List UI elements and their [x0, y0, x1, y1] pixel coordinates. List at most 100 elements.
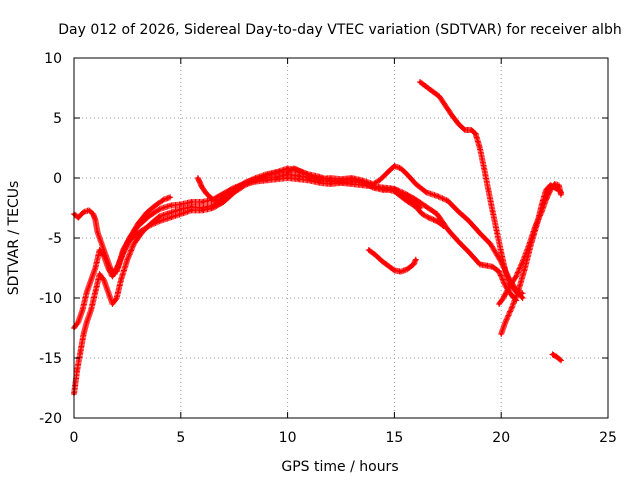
data-point: [503, 270, 507, 274]
data-point: [296, 174, 300, 178]
data-point: [489, 242, 493, 246]
data-point: [222, 195, 226, 199]
series-pass-6: [417, 79, 526, 297]
data-series: [71, 79, 564, 397]
data-point: [377, 178, 381, 182]
data-point: [456, 122, 460, 126]
data-point: [102, 254, 106, 258]
data-point: [521, 291, 525, 295]
data-point: [431, 90, 435, 94]
x-tick-label: 10: [279, 430, 297, 446]
data-point: [550, 352, 554, 356]
data-point: [147, 224, 151, 228]
y-tick-label: -20: [39, 411, 62, 427]
data-point: [456, 240, 460, 244]
data-point: [382, 187, 386, 191]
data-point: [217, 200, 221, 204]
data-point: [555, 355, 559, 359]
data-point: [147, 214, 151, 218]
data-point: [442, 224, 446, 228]
data-point: [145, 211, 149, 215]
data-point: [136, 231, 140, 235]
data-point: [424, 190, 428, 194]
data-point: [446, 199, 450, 203]
data-point: [98, 248, 102, 252]
data-point: [136, 222, 140, 226]
data-point: [275, 170, 279, 174]
data-point: [168, 195, 172, 199]
data-point: [499, 250, 503, 254]
data-point: [486, 188, 490, 192]
data-point: [514, 274, 518, 278]
data-point: [367, 248, 371, 252]
data-point: [405, 267, 409, 271]
data-point: [82, 332, 86, 336]
x-tick-label: 0: [70, 430, 79, 446]
data-point: [125, 258, 129, 262]
data-point: [211, 198, 215, 202]
data-point: [318, 175, 322, 179]
data-point: [75, 368, 79, 372]
data-point: [76, 320, 80, 324]
data-point: [89, 278, 93, 282]
data-point: [79, 212, 83, 216]
x-tick-label: 5: [176, 430, 185, 446]
series-pass-8: [496, 181, 564, 307]
data-point: [98, 272, 102, 276]
data-point: [211, 206, 215, 210]
data-point: [157, 214, 161, 218]
data-point: [414, 258, 418, 262]
data-point: [508, 284, 512, 288]
data-point: [482, 166, 486, 170]
data-point: [553, 182, 557, 186]
data-point: [296, 177, 300, 181]
chart-title: Day 012 of 2026, Sidereal Day-to-day VTE…: [58, 22, 621, 38]
x-axis-label: GPS time / hours: [281, 459, 398, 475]
data-point: [544, 198, 548, 202]
data-point: [435, 219, 439, 223]
data-point: [427, 216, 431, 220]
data-point: [414, 205, 418, 209]
data-point: [467, 219, 471, 223]
data-point: [420, 212, 424, 216]
y-tick-label: 5: [53, 111, 62, 127]
data-point: [521, 296, 525, 300]
x-tick-label: 25: [599, 430, 617, 446]
data-point: [491, 210, 495, 214]
data-point: [444, 104, 448, 108]
data-point: [412, 262, 416, 266]
data-point: [510, 306, 514, 310]
data-point: [83, 210, 87, 214]
data-point: [478, 231, 482, 235]
y-tick-label: -10: [39, 291, 62, 307]
data-point: [414, 198, 418, 202]
data-point: [196, 176, 200, 180]
data-point: [503, 320, 507, 324]
data-point: [403, 192, 407, 196]
data-point: [350, 177, 354, 181]
data-point: [501, 296, 505, 300]
data-point: [153, 204, 157, 208]
axis-ticks: 0 5 10 15 20 25 -20 -15 -10 -5 0 5 10: [39, 51, 617, 446]
data-point: [424, 205, 428, 209]
data-point: [318, 178, 322, 182]
data-point: [204, 192, 208, 196]
data-point: [469, 128, 473, 132]
data-point: [463, 128, 467, 132]
data-point: [435, 194, 439, 198]
data-point: [380, 259, 384, 263]
data-point: [510, 294, 514, 298]
data-point: [128, 236, 132, 240]
data-point: [386, 170, 390, 174]
data-point: [106, 290, 110, 294]
data-point: [540, 210, 544, 214]
data-point: [168, 204, 172, 208]
data-point: [91, 212, 95, 216]
data-point: [179, 212, 183, 216]
data-point: [200, 208, 204, 212]
data-point: [189, 205, 193, 209]
data-point: [414, 182, 418, 186]
data-point: [478, 146, 482, 150]
data-point: [386, 264, 390, 268]
data-point: [523, 267, 527, 271]
